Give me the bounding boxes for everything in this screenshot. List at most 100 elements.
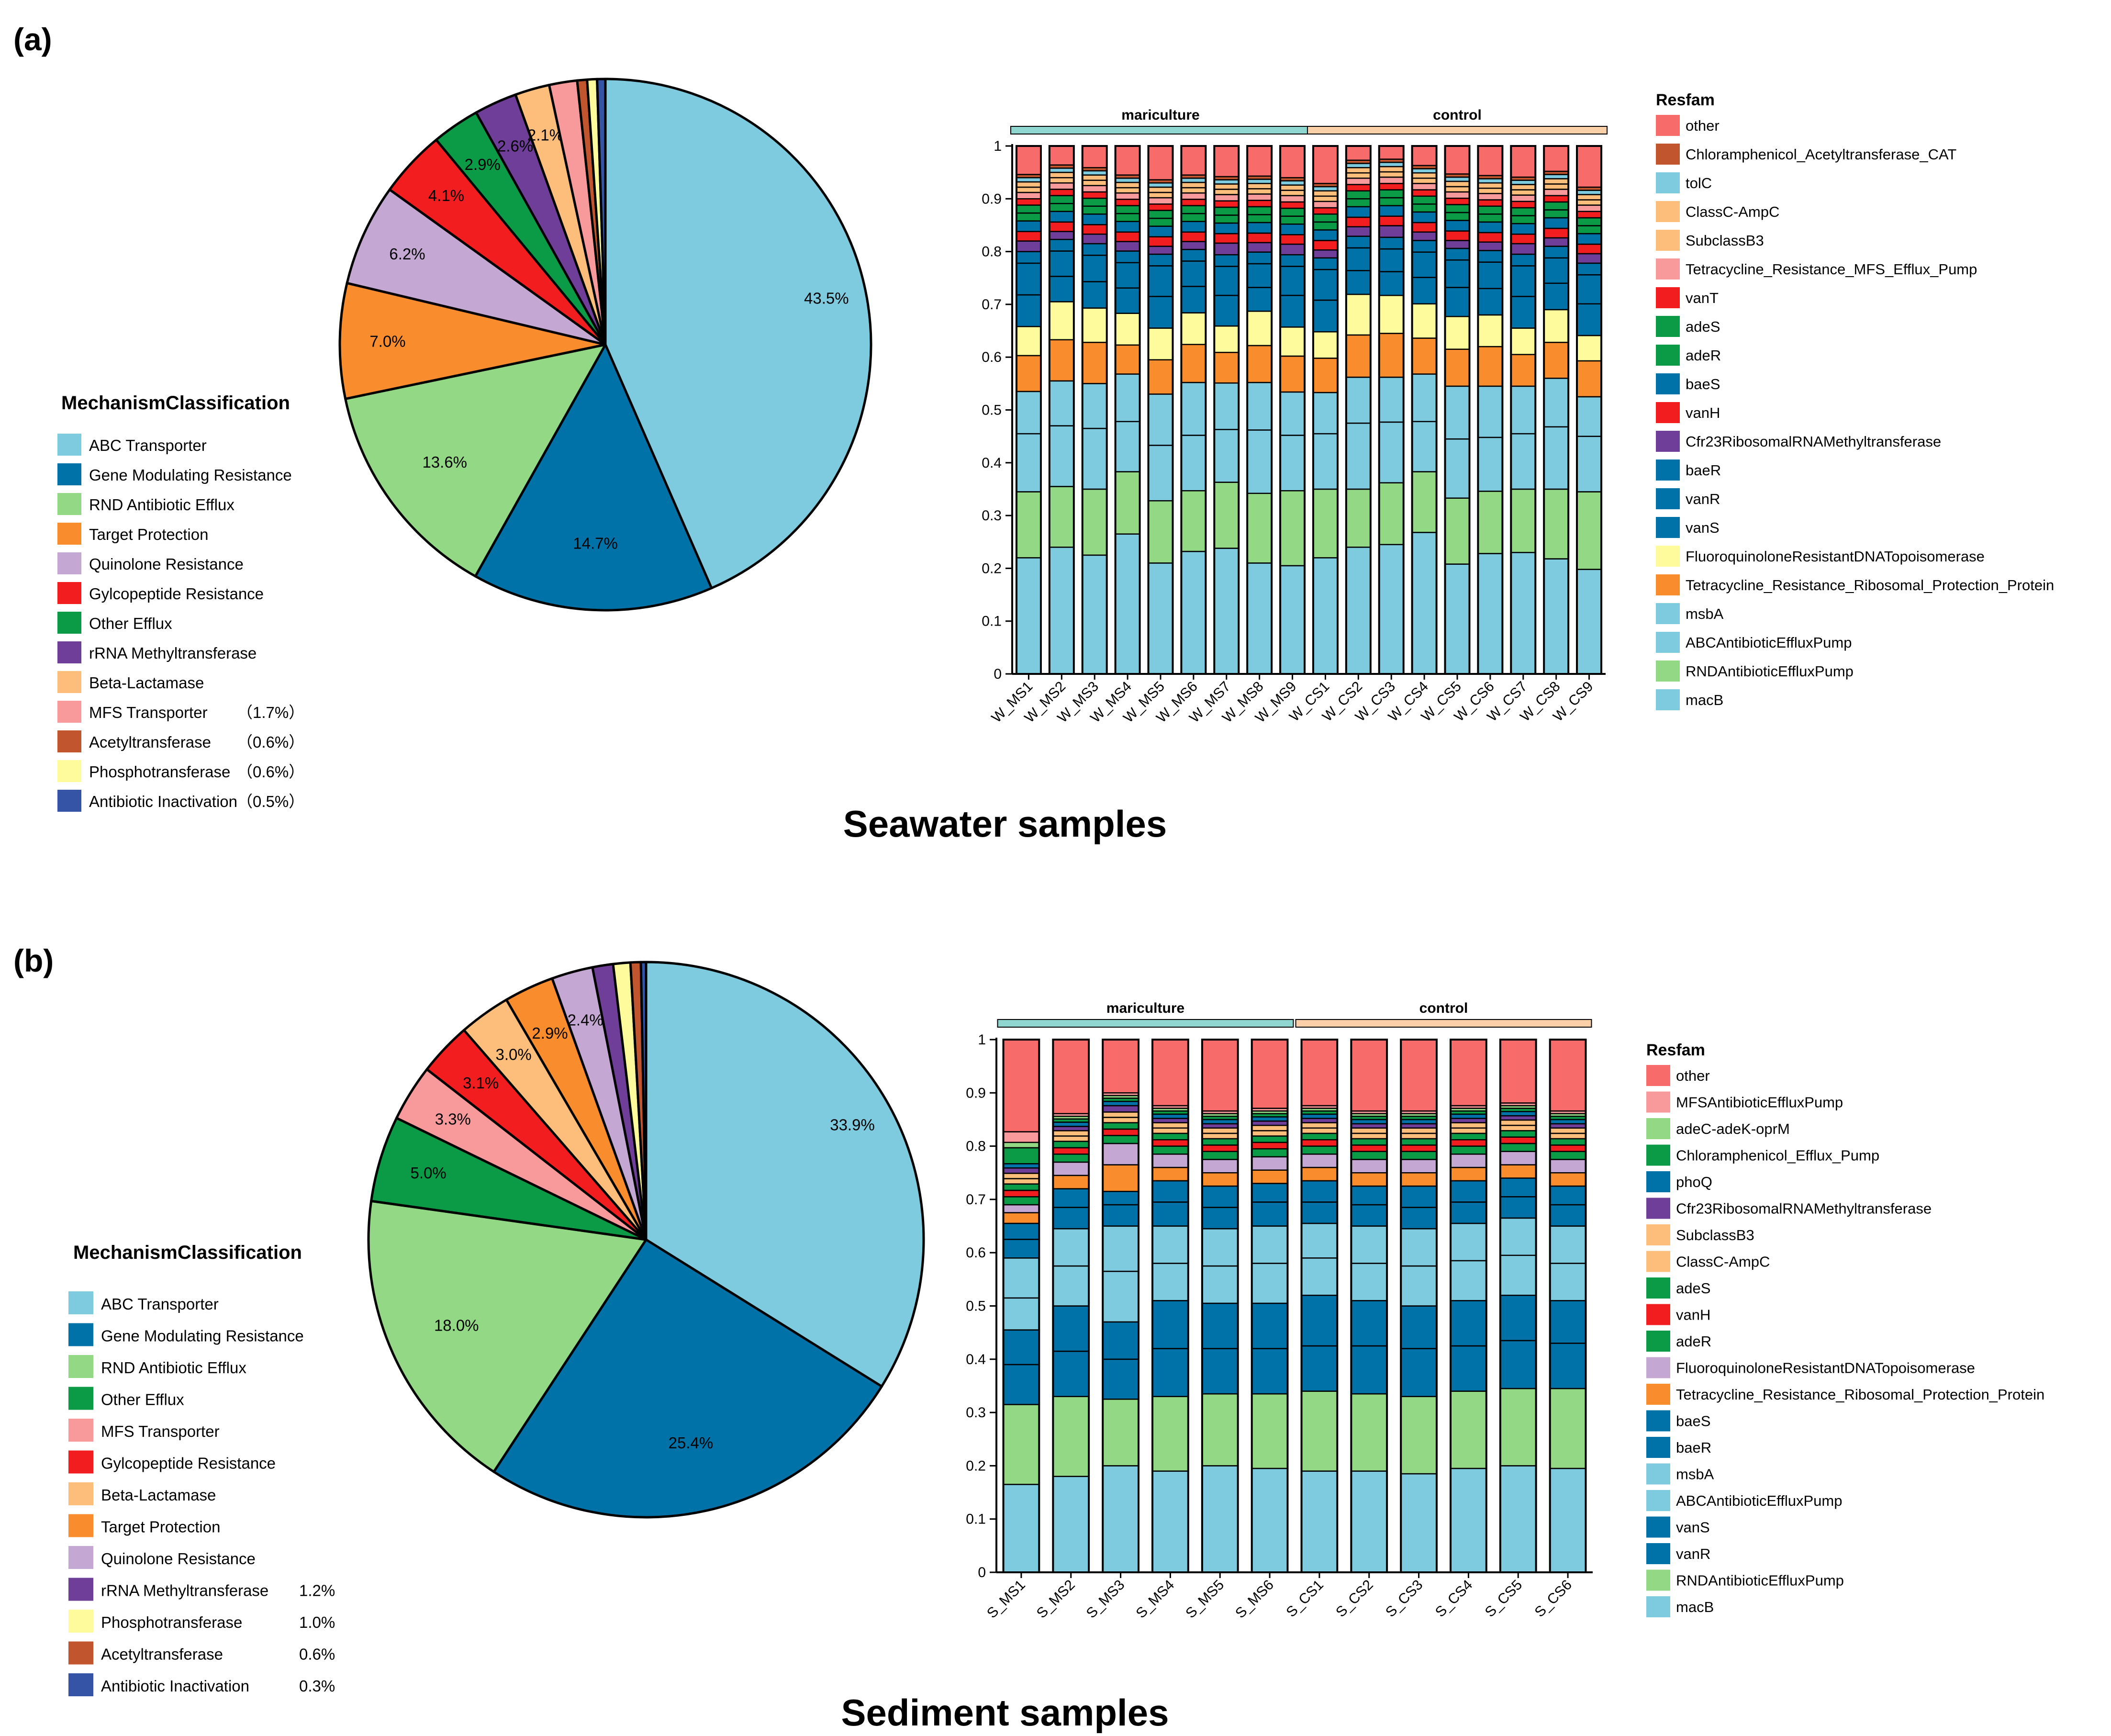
bar-segment-phoq bbox=[1151, 1113, 1189, 1119]
bar-segment-macb bbox=[1510, 552, 1536, 675]
bar-segment-abcantibioticeffluxpump bbox=[1214, 429, 1240, 483]
bar-segment-other bbox=[1576, 145, 1602, 188]
bar-segment-subclassb3 bbox=[1102, 1111, 1139, 1118]
y-tick-label: 0 bbox=[994, 666, 1002, 682]
bar-w-ms4 bbox=[1114, 145, 1141, 675]
pie-slice-abc-transporter bbox=[645, 961, 925, 1388]
pie-slice-antibiotic-inactivation bbox=[596, 78, 607, 346]
bar-segment-macb bbox=[1549, 1467, 1586, 1573]
legend-swatch bbox=[57, 582, 81, 604]
group-bar-mariculture bbox=[1010, 126, 1311, 134]
y-tick-label: 0.5 bbox=[982, 403, 1002, 418]
bar-segment-ades bbox=[1201, 1138, 1239, 1146]
bar-segment-subclassb3 bbox=[1450, 1122, 1487, 1129]
legend-swatch bbox=[57, 523, 81, 545]
pie-slice-target-protection bbox=[338, 281, 607, 400]
resfam-legend-label-cfr23ribosomalrnamethyltransferase: Cfr23RibosomalRNAMethyltransferase bbox=[1676, 1200, 1932, 1217]
bar-segment-vanr bbox=[1477, 261, 1503, 290]
bar-segment-abcantibioticeffluxpump bbox=[1543, 426, 1569, 490]
section-title-seawater: Seawater samples bbox=[843, 803, 1167, 845]
resfam-legend-swatch bbox=[1646, 1065, 1670, 1086]
bar-segment-tetracycline-resistance-ribosomal-protection-protein bbox=[1400, 1172, 1438, 1187]
x-tick-label: S_CS3 bbox=[1383, 1577, 1426, 1621]
bar-segment-classc-ampc bbox=[1444, 180, 1470, 188]
bar-segment-tetracycline-resistance-ribosomal-protection-protein bbox=[1510, 354, 1536, 387]
bar-segment-phoq bbox=[1301, 1113, 1338, 1119]
bar-segment-vanr bbox=[1151, 1348, 1189, 1397]
bar-s-cs3 bbox=[1400, 1039, 1438, 1573]
bar-segment-vanh bbox=[1115, 231, 1140, 242]
stacked-bar-chart-sediment: 00.10.20.30.40.50.60.70.80.91S_MS1 S_MS2 S… bbox=[966, 1000, 2044, 1622]
bar-segment-abcantibioticeffluxpump bbox=[1148, 445, 1173, 502]
group-label-control: control bbox=[1419, 1000, 1468, 1016]
legend-swatch bbox=[68, 1450, 93, 1474]
pie-pct-label: 3.1% bbox=[463, 1074, 499, 1092]
x-tick-label: S_CS6 bbox=[1531, 1577, 1575, 1621]
bar-segment-vanh bbox=[1576, 243, 1602, 255]
bar-segment-cfr23ribosomalrnamethyltransferase bbox=[1576, 253, 1602, 264]
bar-segment-cfr23ribosomalrnamethyltransferase bbox=[1279, 243, 1306, 256]
bar-segment-vans bbox=[1477, 288, 1503, 316]
bar-segment-subclassb3 bbox=[1082, 179, 1107, 186]
legend-label-gene-modulating-resistance: Gene Modulating Resistance bbox=[101, 1327, 304, 1345]
bar-segment-tetracycline-resistance-ribosomal-protection-protein bbox=[1201, 1172, 1239, 1187]
bar-w-ms7 bbox=[1213, 145, 1240, 675]
y-tick-label: 0.8 bbox=[966, 1139, 986, 1154]
bar-segment-rndantibioticeffluxpump bbox=[1301, 1390, 1338, 1472]
legend-swatch bbox=[68, 1514, 93, 1537]
bar-segment-mfsantibioticeffluxpump bbox=[1003, 1131, 1040, 1143]
bar-segment-baer bbox=[1016, 251, 1042, 264]
bar-segment-msba bbox=[1312, 392, 1339, 435]
legend-label-gylcopeptide-resistance: Gylcopeptide Resistance bbox=[101, 1455, 276, 1472]
legend-swatch bbox=[68, 1610, 93, 1633]
bar-segment-cfr23ribosomalrnamethyltransferase bbox=[1549, 1123, 1586, 1129]
group-label-control: control bbox=[1433, 107, 1482, 123]
bar-segment-other bbox=[1444, 145, 1470, 175]
legend-label-abc-transporter: ABC Transporter bbox=[89, 437, 207, 454]
bar-segment-ader bbox=[1181, 213, 1206, 222]
bar-segment-subclassb3 bbox=[1301, 1122, 1338, 1129]
bar-segment-classc-ampc bbox=[1411, 172, 1437, 179]
bar-segment-macb bbox=[1246, 562, 1273, 675]
bar-s-cs6 bbox=[1549, 1039, 1587, 1573]
resfam-legend-swatch bbox=[1656, 546, 1680, 567]
bar-segment-tetracycline-resistance-mfs-efflux-pump bbox=[1214, 194, 1240, 202]
legend-note: 0.3% bbox=[299, 1677, 335, 1695]
bar-segment-fluoroquinoloneresistantdnatopoisomerase bbox=[1477, 314, 1503, 347]
bar-segment-rndantibioticeffluxpump bbox=[1016, 491, 1042, 559]
bar-segment-vans bbox=[1016, 294, 1042, 327]
bar-segment-vant bbox=[1345, 184, 1372, 192]
bar-segment-tolc bbox=[1148, 182, 1173, 188]
bar-segment-phoq bbox=[1003, 1163, 1040, 1169]
bar-segment-tetracycline-resistance-mfs-efflux-pump bbox=[1411, 183, 1437, 190]
bar-segment-tetracycline-resistance-ribosomal-protection-protein bbox=[1543, 342, 1569, 379]
bar-segment-baes bbox=[1499, 1177, 1537, 1198]
bar-segment-abcantibioticeffluxpump bbox=[1082, 427, 1107, 490]
bar-segment-ades bbox=[1411, 195, 1437, 205]
bar-segment-msba bbox=[1246, 381, 1273, 431]
bar-w-cs8 bbox=[1543, 145, 1570, 675]
bar-segment-baes bbox=[1082, 213, 1107, 225]
bar-segment-tolc bbox=[1214, 179, 1240, 185]
bar-segment-vant bbox=[1444, 197, 1470, 205]
bar-segment-rndantibioticeffluxpump bbox=[1477, 491, 1503, 554]
bar-segment-rndantibioticeffluxpump bbox=[1576, 491, 1602, 570]
pie-slice-other-efflux bbox=[370, 1117, 648, 1241]
bar-segment-ades bbox=[1082, 197, 1107, 207]
bar-segment-vans bbox=[1082, 281, 1107, 309]
bar-w-cs7 bbox=[1510, 145, 1537, 675]
bar-segment-tolc bbox=[1510, 179, 1536, 185]
bar-segment-tetracycline-resistance-ribosomal-protection-protein bbox=[1301, 1166, 1338, 1182]
bar-s-cs5 bbox=[1499, 1039, 1537, 1573]
bar-segment-cfr23ribosomalrnamethyltransferase bbox=[1510, 243, 1536, 255]
bar-segment-ader bbox=[1148, 217, 1173, 227]
bar-segment-vanh bbox=[1400, 1144, 1438, 1152]
resfam-legend-label-subclassb3: SubclassB3 bbox=[1676, 1227, 1754, 1243]
bar-segment-ades bbox=[1181, 205, 1206, 214]
bar-segment-vanh bbox=[1102, 1128, 1139, 1136]
resfam-legend-swatch bbox=[1656, 574, 1680, 595]
bar-segment-macb bbox=[1301, 1470, 1338, 1573]
bar-segment-baes bbox=[1246, 222, 1273, 234]
bar-segment-vant bbox=[1378, 183, 1404, 190]
bar-segment-other bbox=[1411, 145, 1437, 167]
